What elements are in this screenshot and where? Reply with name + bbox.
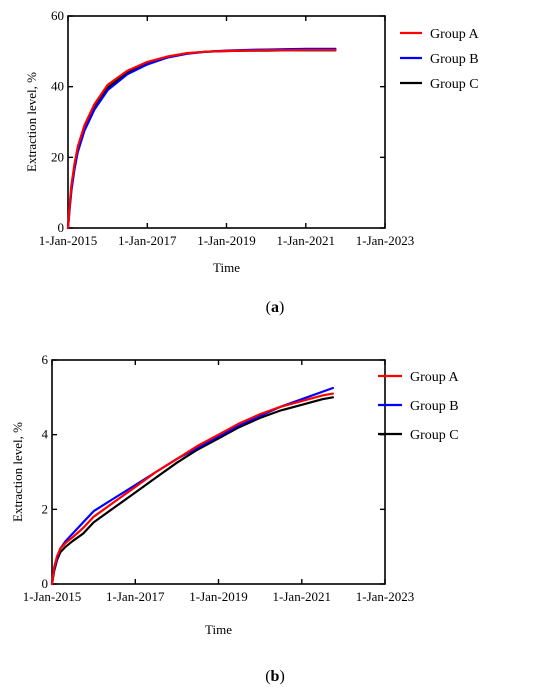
x-tick-label: 1-Jan-2017 [106,589,165,604]
legend-label-group-b: Group B [410,399,459,414]
y-tick-label: 2 [42,501,49,516]
x-tick-label: 1-Jan-2019 [189,589,248,604]
x-tick-label: 1-Jan-2015 [39,233,98,248]
chart-b: 0 2 4 6 1-Jan-2015 1-Jan-2017 1-Jan-2019 1-Jan-… [10,352,460,685]
x-tick-label: 1-Jan-2023 [356,589,415,604]
plot-frame [51,359,386,585]
y-tick-label: 40 [51,79,64,94]
x-tick-label: 1-Jan-2015 [23,589,82,604]
series-line-group-c [50,396,335,586]
legend-label-group-a: Group A [410,370,460,385]
x-axis-label: Time [213,260,240,275]
y-tick-label: 20 [51,149,64,164]
legend-label-group-b: Group B [430,52,479,67]
figure-caption-b: (b) [265,668,285,685]
figure-caption-a: (a) [266,299,285,316]
chart-a: 0 20 40 60 1-Jan-2015 1-Jan-2017 1-Jan-2019 1-J… [24,8,480,316]
plot-frame [67,15,386,229]
x-tick-label: 1-Jan-2021 [277,233,336,248]
y-tick-label: 4 [42,427,49,442]
y-tick-label: 60 [51,8,64,23]
x-tick-label: 1-Jan-2019 [197,233,256,248]
x-axis-label: Time [205,622,232,637]
y-axis-label: Extraction level, % [24,72,39,172]
series-line-group-a [50,392,335,586]
legend: Group A Group B Group C [400,27,480,92]
series-line-group-a [66,48,337,230]
series-line-group-b [66,47,337,230]
x-tick-label: 1-Jan-2023 [356,233,415,248]
legend-label-group-c: Group C [430,77,479,92]
legend-label-group-a: Group A [430,27,480,42]
caption-letter: a [271,299,279,316]
y-tick-label: 0 [42,576,49,591]
x-tick-label: 1-Jan-2021 [273,589,332,604]
legend-label-group-c: Group C [410,428,459,443]
series-line-group-b [50,386,335,586]
y-axis-label: Extraction level, % [10,422,25,522]
series-line-group-c [66,49,337,230]
caption-letter: b [271,668,280,685]
y-tick-label: 0 [58,220,65,235]
legend: Group A Group B Group C [378,370,460,443]
y-tick-label: 6 [42,352,49,367]
x-tick-label: 1-Jan-2017 [118,233,177,248]
